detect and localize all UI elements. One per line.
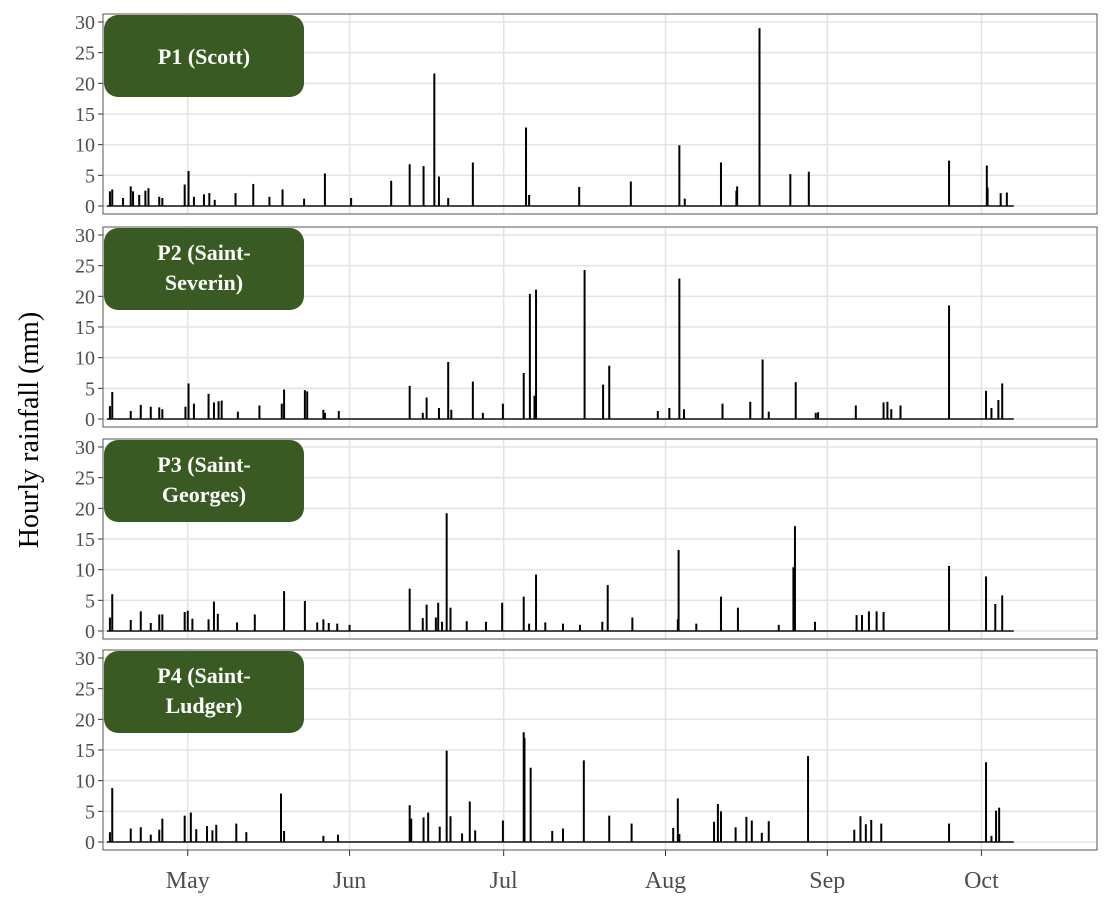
y-tick-label: 30 [75,225,95,247]
strip-label-text: P2 (Saint- [157,240,251,265]
y-tick-label: 20 [75,498,95,520]
y-tick-label: 10 [75,771,95,793]
y-tick-label: 20 [75,709,95,731]
y-tick-label: 5 [85,590,95,612]
y-tick-label: 30 [75,437,95,459]
strip-label-text: P4 (Saint- [157,663,251,688]
x-tick-label: Sep [809,868,845,894]
strip-label-text: Georges) [162,482,246,507]
panel-border [102,13,1098,215]
y-tick-label: 5 [85,378,95,400]
y-tick-label: 5 [85,165,95,187]
y-tick-label: 25 [75,256,95,278]
y-tick-label: 10 [75,348,95,370]
x-tick-label: Aug [645,868,686,894]
y-tick-label: 0 [85,621,95,643]
y-tick-label: 15 [75,317,95,339]
y-tick-label: 0 [85,196,95,218]
panel-3: 0 5 10 15 20 25 30 P3 (Saint- Georges) [75,437,1098,643]
panel-strip-label [104,440,304,522]
y-tick-label: 15 [75,529,95,551]
y-tick-label: 15 [75,740,95,762]
strip-label-text: Severin) [165,270,243,295]
panel-strip-label [104,15,304,97]
x-tick-label: Jun [333,868,366,894]
panel-border [102,226,1098,428]
x-tick-label: May [166,868,210,894]
y-axis-label: Hourly rainfall (mm) [14,312,45,548]
panel-2: 0 5 10 15 20 25 30 P2 (Saint- Severin) [75,225,1098,431]
y-tick-label: 20 [75,286,95,308]
y-tick-label: 15 [75,104,95,126]
panels-group: 0 5 10 15 20 25 30 P1 (Scott) 0 5 10 15 20 25 30 P2 (Sa… [75,12,1098,854]
y-tick-label: 0 [85,832,95,854]
panel-border [102,438,1098,640]
y-tick-label: 10 [75,135,95,157]
panel-4: 0 5 10 15 20 25 30 P4 (Saint- Ludger) [75,648,1098,854]
panel-strip-label [104,228,304,310]
strip-label-text: P1 (Scott) [158,44,250,69]
x-tick-label: Jul [490,868,518,894]
y-tick-label: 5 [85,801,95,823]
y-tick-label: 25 [75,679,95,701]
y-tick-label: 10 [75,560,95,582]
y-tick-label: 0 [85,409,95,431]
x-axis: May Jun Jul Aug Sep Oct [166,850,999,894]
panel-strip-label [104,651,304,733]
x-tick-label: Oct [964,868,999,894]
panel-1: 0 5 10 15 20 25 30 P1 (Scott) [75,12,1098,218]
strip-label-text: P3 (Saint- [157,452,251,477]
y-tick-label: 30 [75,12,95,34]
strip-label-text: Ludger) [166,693,243,718]
y-tick-label: 20 [75,73,95,95]
y-tick-label: 25 [75,43,95,65]
y-tick-label: 25 [75,468,95,490]
y-tick-label: 30 [75,648,95,670]
panel-border [102,649,1098,851]
